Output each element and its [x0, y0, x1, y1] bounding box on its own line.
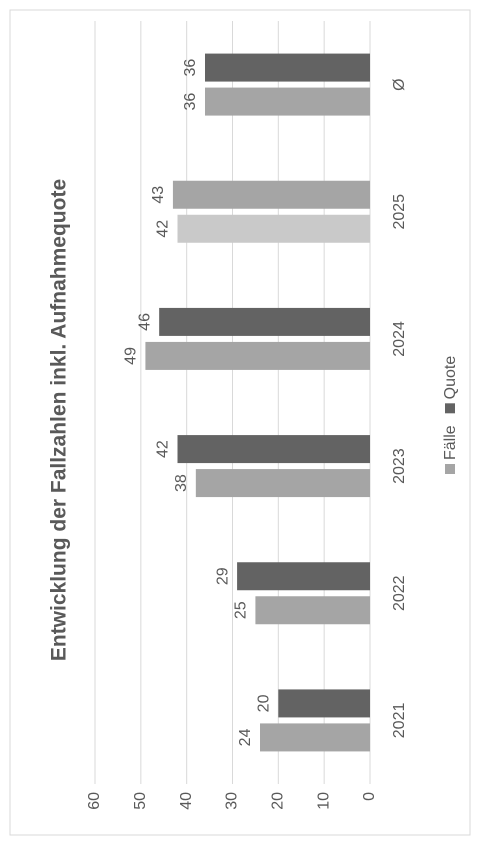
- bar: [205, 53, 370, 82]
- legend-swatch: [445, 403, 455, 414]
- bar: [260, 723, 370, 752]
- data-label: 42: [155, 440, 172, 458]
- legend-swatch: [445, 464, 455, 474]
- bar: [172, 180, 370, 209]
- data-label: 43: [150, 186, 167, 204]
- data-label: 25: [233, 601, 250, 619]
- x-tick-label: 2023: [391, 448, 408, 484]
- data-label: 36: [182, 59, 199, 77]
- y-tick-label: 30: [224, 792, 241, 810]
- x-tick-label: 2024: [391, 321, 408, 357]
- data-label: 24: [237, 728, 254, 746]
- bar: [145, 341, 370, 370]
- bar: [255, 596, 371, 625]
- legend-label: Fälle: [442, 425, 459, 460]
- bar: [237, 562, 370, 591]
- x-tick-label: 2022: [391, 575, 408, 611]
- bar: [177, 435, 370, 464]
- legend-label: Quote: [442, 356, 459, 400]
- y-tick-label: 40: [178, 792, 195, 810]
- chart-title: Entwicklung der Fallzahlen inkl. Aufnahm…: [48, 179, 71, 661]
- y-tick-label: 50: [132, 792, 149, 810]
- data-label: 20: [256, 694, 273, 712]
- data-label: 49: [123, 347, 140, 365]
- bar: [159, 307, 370, 336]
- bar: [177, 214, 370, 243]
- x-tick-label: 2025: [391, 194, 408, 230]
- y-tick-label: 10: [315, 792, 332, 810]
- data-label: 29: [214, 567, 231, 585]
- x-tick-label: 2021: [391, 703, 408, 739]
- y-tick-label: 20: [270, 792, 287, 810]
- x-tick-label: Ø: [391, 78, 408, 90]
- y-tick-label: 0: [361, 792, 378, 801]
- bar: [278, 689, 371, 718]
- bar: [195, 469, 370, 498]
- data-label: 46: [136, 313, 153, 331]
- data-label: 36: [182, 93, 199, 111]
- y-tick-label: 60: [86, 792, 103, 810]
- data-label: 42: [155, 220, 172, 238]
- bar: [205, 87, 370, 116]
- data-label: 38: [173, 474, 190, 492]
